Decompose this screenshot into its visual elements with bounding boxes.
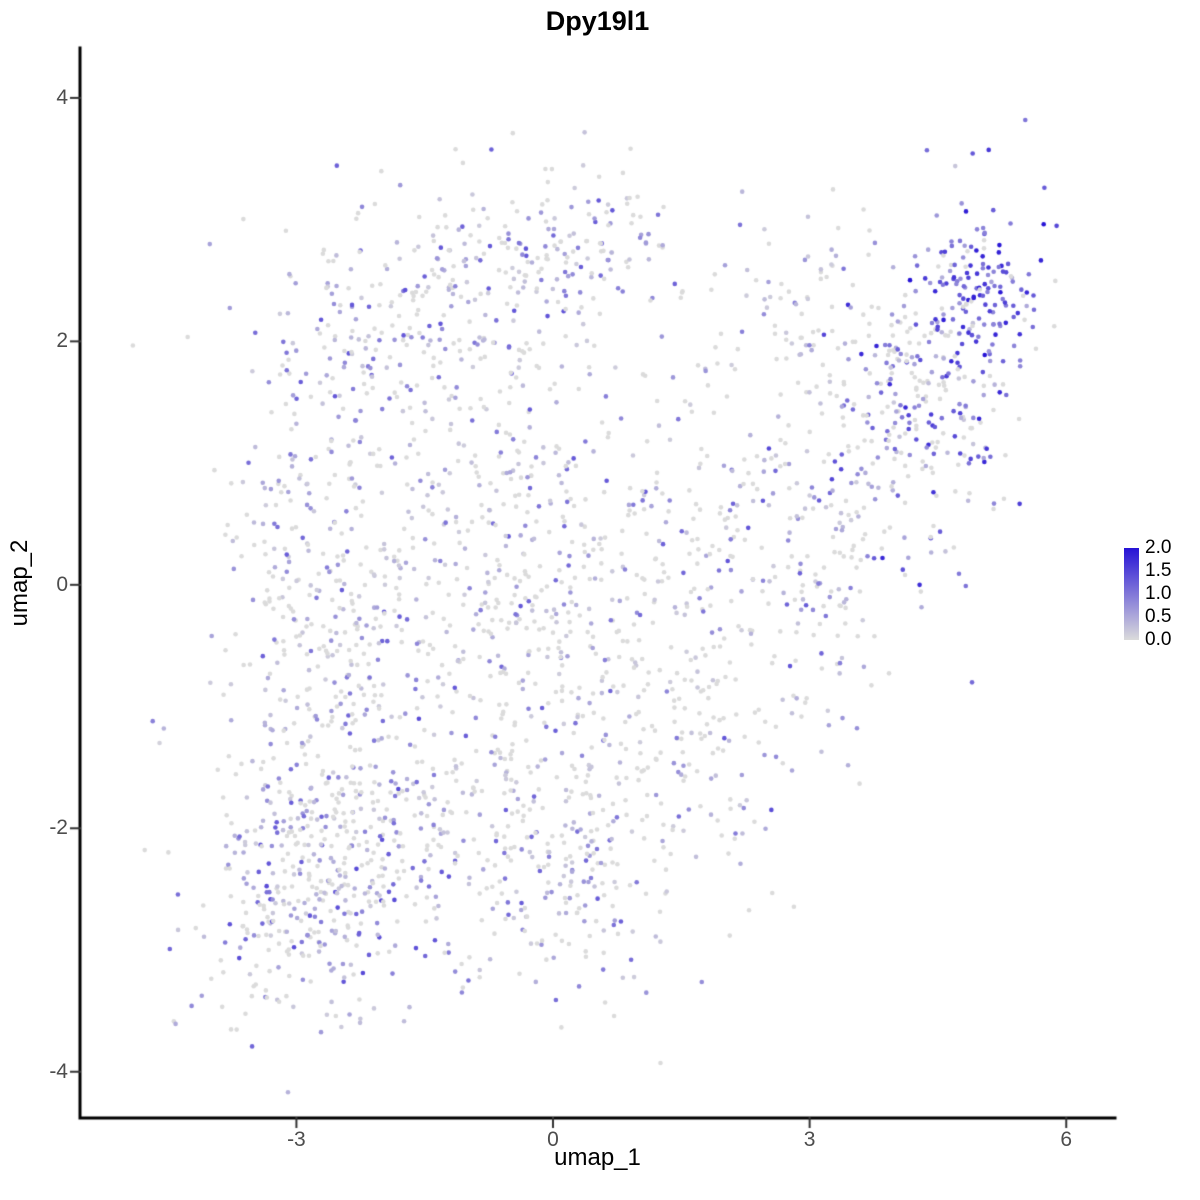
y-tick-label: -4 <box>49 1059 68 1083</box>
legend-tick-label: 0.0 <box>1145 629 1172 650</box>
legend-tick-label: 1.5 <box>1145 560 1172 581</box>
x-tick-label: 0 <box>547 1128 559 1151</box>
legend-tick-label: 2.0 <box>1145 537 1172 558</box>
legend-tick-label: 1.0 <box>1145 583 1172 604</box>
x-tick-label: 6 <box>1060 1128 1073 1151</box>
y-tick-label: -2 <box>49 816 68 840</box>
y-tick-label: 0 <box>56 572 68 596</box>
plot-title: Dpy19l1 <box>545 6 650 36</box>
color-gradient-bar <box>1124 548 1139 640</box>
x-tick-label: -3 <box>287 1128 306 1151</box>
y-tick-label: 2 <box>56 329 68 353</box>
x-axis-title: umap_1 <box>554 1144 641 1171</box>
legend-tick-label: 0.5 <box>1145 606 1172 627</box>
x-tick-label: 3 <box>803 1128 816 1151</box>
color-legend: 2.0 1.5 1.0 0.5 0.0 <box>1124 537 1200 652</box>
y-tick-label: 4 <box>56 85 68 109</box>
